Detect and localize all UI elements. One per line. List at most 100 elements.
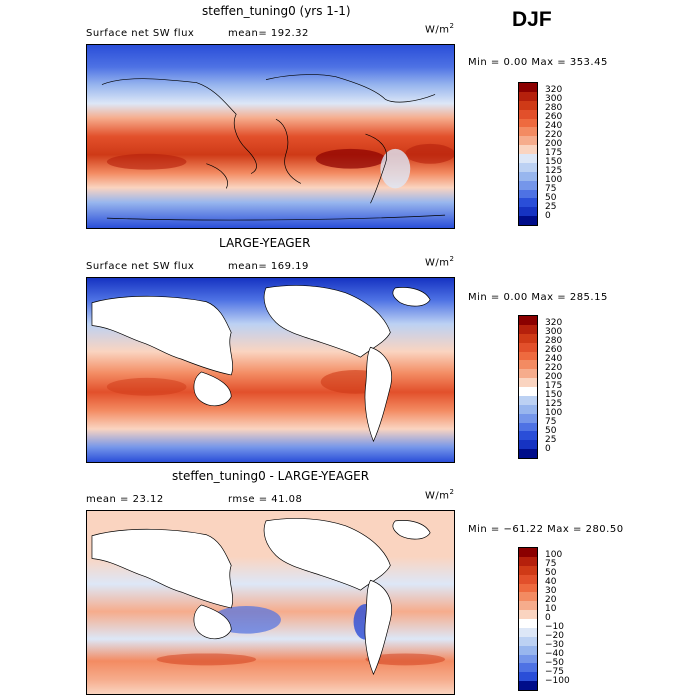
colorbar-segment	[519, 180, 537, 190]
panel-3-colorbar	[518, 547, 538, 691]
colorbar-tick-label: 0	[545, 211, 551, 221]
colorbar-tick-label: 280	[545, 103, 563, 113]
colorbar-segment	[519, 207, 537, 217]
colorbar-tick-label: 0	[545, 613, 551, 623]
colorbar-tick-label: 50	[545, 426, 557, 436]
panel-2-units: W/m2	[425, 255, 455, 269]
colorbar-segment	[519, 378, 537, 387]
panel-3-mean: mean = 23.12	[86, 494, 164, 505]
colorbar-tick-label: 175	[545, 381, 563, 391]
colorbar-tick-label: 75	[545, 559, 557, 569]
colorbar-segment	[519, 636, 537, 646]
colorbar-segment	[519, 654, 537, 664]
colorbar-segment	[519, 395, 537, 405]
panel-2-colorbar	[518, 315, 538, 459]
colorbar-segment	[519, 565, 537, 575]
colorbar-segment	[519, 83, 537, 92]
colorbar-tick-label: −100	[545, 676, 570, 686]
panel-3-rmse: rmse = 41.08	[228, 494, 303, 505]
colorbar-segment	[519, 351, 537, 361]
colorbar-tick-label: 240	[545, 121, 563, 131]
colorbar-tick-label: 125	[545, 166, 563, 176]
colorbar-segment	[519, 413, 537, 423]
panel-2-mean: mean= 169.19	[228, 261, 309, 272]
colorbar-tick-label: 30	[545, 586, 557, 596]
colorbar-segment	[519, 556, 537, 566]
colorbar-tick-label: 50	[545, 568, 557, 578]
colorbar-segment	[519, 333, 537, 343]
colorbar-segment	[519, 548, 537, 557]
colorbar-segment	[519, 198, 537, 208]
colorbar-segment	[519, 404, 537, 414]
colorbar-tick-label: 100	[545, 175, 563, 185]
colorbar-segment	[519, 127, 537, 137]
colorbar-segment	[519, 109, 537, 119]
colorbar-tick-label: 75	[545, 417, 557, 427]
panel-3-title: steffen_tuning0 - LARGE-YEAGER	[172, 469, 370, 483]
colorbar-tick-label: −75	[545, 667, 564, 677]
panel-1-title: steffen_tuning0 (yrs 1-1)	[202, 4, 351, 18]
panel-1-map	[86, 44, 455, 229]
colorbar-tick-label: −10	[545, 622, 564, 632]
colorbar-tick-label: 300	[545, 94, 563, 104]
colorbar-segment	[519, 610, 537, 619]
colorbar-tick-label: 220	[545, 130, 563, 140]
colorbar-segment	[519, 369, 537, 379]
panel-1-minmax: Min = 0.00 Max = 353.45	[468, 57, 608, 68]
colorbar-segment	[519, 145, 537, 154]
colorbar-tick-label: 10	[545, 604, 557, 614]
colorbar-segment	[519, 681, 537, 690]
colorbar-segment	[519, 601, 537, 611]
colorbar-tick-label: 20	[545, 595, 557, 605]
panel-3-map	[86, 510, 455, 695]
colorbar-tick-label: 300	[545, 327, 563, 337]
colorbar-segment	[519, 136, 537, 146]
panel-2-map	[86, 277, 455, 463]
panel-1-units: W/m2	[425, 22, 455, 36]
colorbar-segment	[519, 189, 537, 199]
colorbar-segment	[519, 91, 537, 101]
panel-2-title: LARGE-YEAGER	[219, 236, 311, 250]
colorbar-segment	[519, 387, 537, 396]
colorbar-tick-label: 200	[545, 372, 563, 382]
colorbar-segment	[519, 627, 537, 637]
colorbar-segment	[519, 118, 537, 128]
colorbar-segment	[519, 440, 537, 450]
panel-3-units: W/m2	[425, 488, 455, 502]
colorbar-tick-label: −30	[545, 640, 564, 650]
colorbar-segment	[519, 583, 537, 593]
colorbar-tick-label: 100	[545, 550, 563, 560]
colorbar-tick-label: 25	[545, 435, 557, 445]
colorbar-tick-label: 75	[545, 184, 557, 194]
colorbar-tick-label: 220	[545, 363, 563, 373]
colorbar-segment	[519, 645, 537, 655]
colorbar-segment	[519, 154, 537, 163]
season-label: DJF	[512, 8, 552, 31]
colorbar-segment	[519, 592, 537, 602]
colorbar-tick-label: 150	[545, 157, 563, 167]
colorbar-tick-label: 100	[545, 408, 563, 418]
colorbar-tick-label: 280	[545, 336, 563, 346]
colorbar-segment	[519, 422, 537, 432]
colorbar-tick-label: 25	[545, 202, 557, 212]
colorbar-segment	[519, 316, 537, 325]
panel-2-minmax: Min = 0.00 Max = 285.15	[468, 292, 608, 303]
colorbar-tick-label: 200	[545, 139, 563, 149]
colorbar-segment	[519, 162, 537, 172]
colorbar-tick-label: −20	[545, 631, 564, 641]
colorbar-segment	[519, 324, 537, 334]
colorbar-tick-label: 260	[545, 112, 563, 122]
colorbar-segment	[519, 100, 537, 110]
colorbar-segment	[519, 449, 537, 458]
colorbar-segment	[519, 431, 537, 441]
colorbar-segment	[519, 574, 537, 584]
panel-3-minmax: Min = −61.22 Max = 280.50	[468, 524, 624, 535]
colorbar-segment	[519, 619, 537, 628]
colorbar-segment	[519, 342, 537, 352]
colorbar-tick-label: 260	[545, 345, 563, 355]
colorbar-segment	[519, 663, 537, 673]
colorbar-tick-label: 240	[545, 354, 563, 364]
colorbar-tick-label: 0	[545, 444, 551, 454]
colorbar-tick-label: 40	[545, 577, 557, 587]
panel-1-field-label: Surface net SW flux	[86, 28, 195, 39]
